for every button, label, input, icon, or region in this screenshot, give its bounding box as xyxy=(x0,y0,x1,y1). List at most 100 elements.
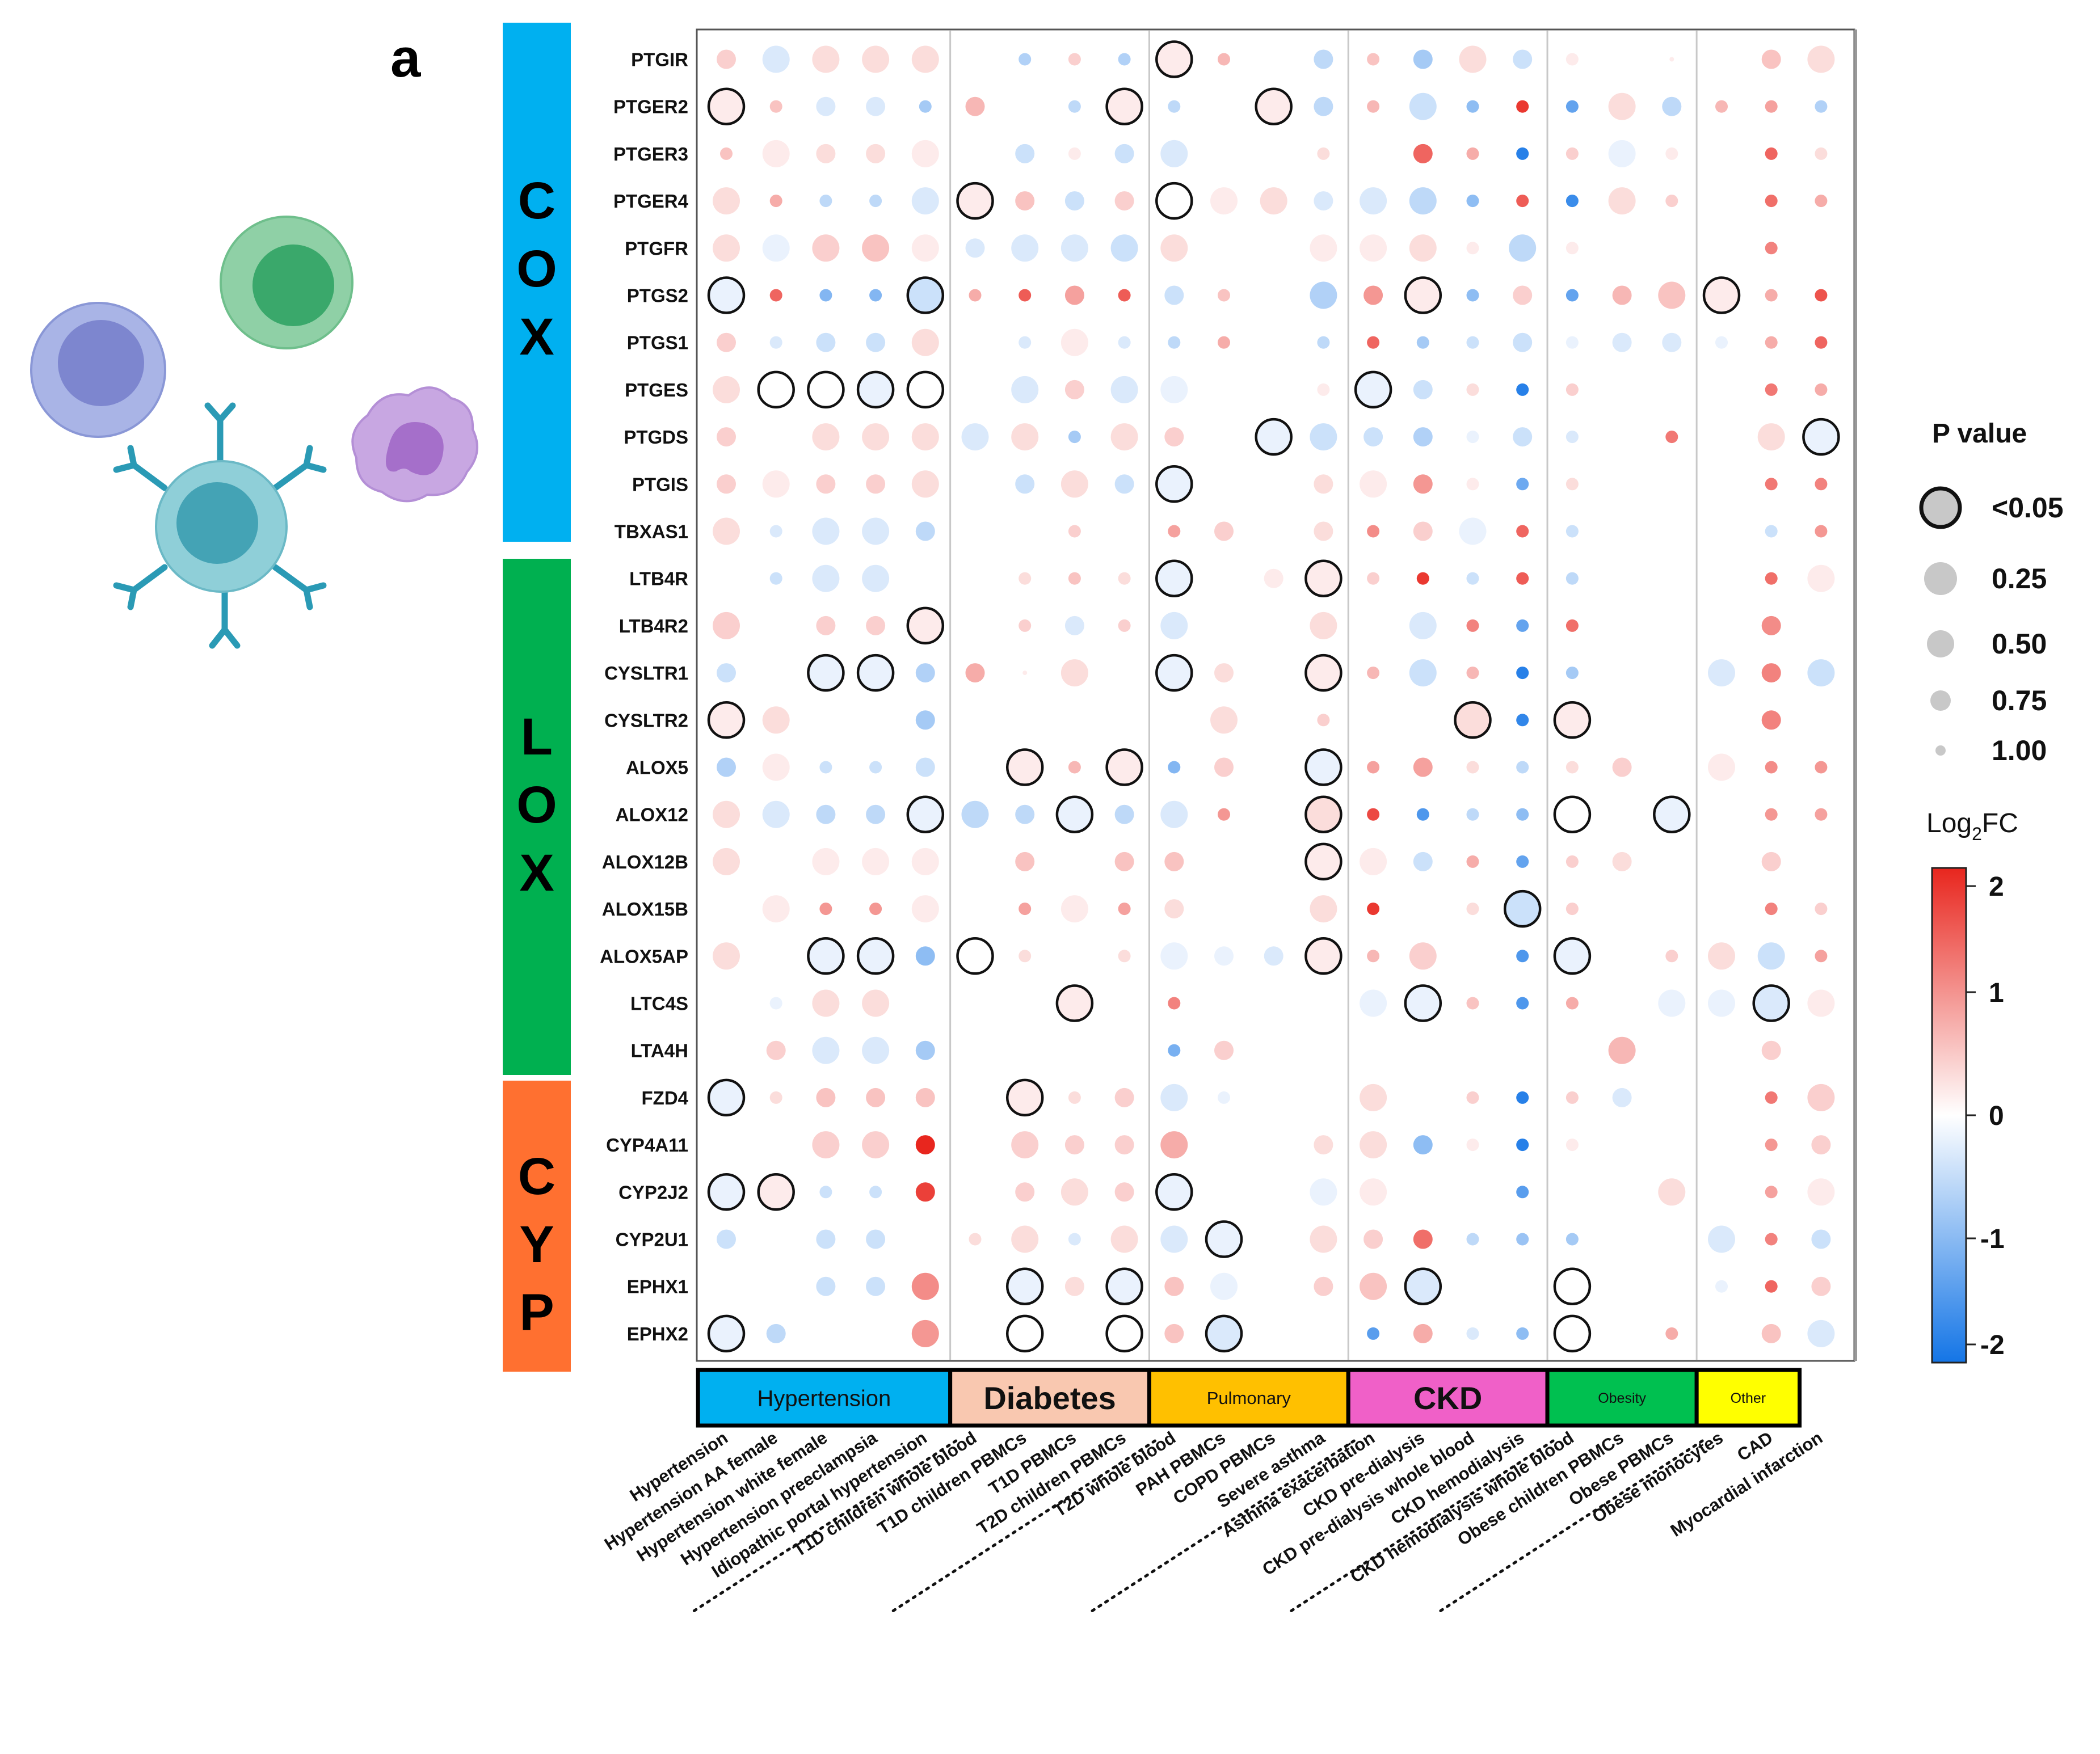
bubble xyxy=(762,800,790,828)
bubble-grid xyxy=(707,40,1840,1353)
bubble xyxy=(1160,1225,1188,1253)
bubble xyxy=(1702,276,1741,314)
bubble xyxy=(1155,465,1193,503)
bubble xyxy=(1619,1001,1625,1006)
bubble xyxy=(1360,848,1387,875)
disease-group-boxes: Hypertension Diabetes Pulmonary CKD Obesity O… xyxy=(696,1368,1802,1428)
bubble xyxy=(866,332,886,352)
bubble xyxy=(1367,950,1380,963)
bubble xyxy=(1719,1095,1724,1100)
bubble xyxy=(1022,671,1028,676)
bubble xyxy=(1310,1178,1337,1206)
bubble xyxy=(866,1229,886,1249)
bubble xyxy=(1516,383,1529,396)
row-label-ptges: PTGES xyxy=(625,380,688,400)
bubble xyxy=(1819,1048,1824,1053)
group-divider-dotted xyxy=(1434,1439,1704,1616)
bubble xyxy=(1811,1135,1831,1155)
bubble xyxy=(713,942,740,970)
family-letter: C xyxy=(518,1148,555,1205)
bubble xyxy=(1802,418,1840,456)
pvalue-legend-label: <0.05 xyxy=(1992,492,2064,524)
family-letter: Y xyxy=(519,1216,554,1274)
bubble xyxy=(1310,423,1337,451)
pvalue-legend-label: 0.25 xyxy=(1992,563,2047,594)
colorbar-tick-label: 1 xyxy=(1989,978,2004,1008)
bubble xyxy=(1719,859,1724,864)
bubble xyxy=(1815,195,1828,208)
bubble xyxy=(717,1229,736,1249)
bubble xyxy=(1565,383,1579,396)
bubble xyxy=(1459,517,1487,545)
bubble xyxy=(961,423,989,451)
bubble xyxy=(1019,572,1032,585)
bubble xyxy=(1122,529,1127,534)
family-letter: L xyxy=(521,708,553,766)
bubble xyxy=(923,1001,928,1006)
row-label-cysltr1: CYSLTR1 xyxy=(604,663,688,684)
bubble xyxy=(1371,151,1376,156)
bubble xyxy=(1416,808,1429,821)
bubble xyxy=(769,1091,782,1104)
bubble xyxy=(973,1142,978,1148)
bubble xyxy=(1719,482,1724,487)
bubble xyxy=(757,370,795,409)
bubble xyxy=(973,765,978,770)
bubble xyxy=(717,427,736,447)
bubble xyxy=(724,1048,729,1053)
bubble xyxy=(1271,57,1276,62)
bubble xyxy=(812,564,840,592)
bubble xyxy=(1015,804,1035,824)
row-label-alox12: ALOX12 xyxy=(616,804,688,825)
bubble xyxy=(1304,653,1343,692)
bubble xyxy=(1619,482,1625,487)
bubble xyxy=(773,671,778,676)
family-letter: C xyxy=(518,172,555,230)
bubble xyxy=(1019,950,1032,963)
bubble xyxy=(1815,478,1828,491)
bubble xyxy=(1271,1001,1276,1006)
bubble xyxy=(862,423,890,451)
bubble xyxy=(1155,182,1193,220)
bubble xyxy=(1807,1083,1835,1111)
bubble xyxy=(773,1142,778,1148)
bubble xyxy=(1516,525,1529,538)
bubble xyxy=(1669,623,1674,628)
bubble xyxy=(1416,336,1429,349)
bubble xyxy=(707,1173,746,1211)
bubble xyxy=(1310,1083,1337,1111)
bubble xyxy=(1669,765,1674,770)
bubble xyxy=(1470,1284,1475,1289)
bubble xyxy=(1064,285,1084,305)
bubble xyxy=(1619,529,1625,534)
bubble xyxy=(1719,387,1724,392)
row-label-fzd4: FZD4 xyxy=(642,1087,689,1108)
bubble xyxy=(866,474,886,494)
bubble xyxy=(1210,187,1238,215)
bubble xyxy=(1304,795,1343,833)
bubble xyxy=(1516,100,1529,113)
bubble xyxy=(1516,667,1529,680)
log2fc-colorbar: Log2FC 2 1 0 -1 -2 xyxy=(1926,808,2018,1364)
bubble xyxy=(1064,380,1084,399)
bubble xyxy=(1072,1048,1077,1053)
bubble xyxy=(1513,49,1533,69)
bubble xyxy=(1155,559,1193,597)
bubble xyxy=(1310,612,1337,639)
bubble xyxy=(919,100,932,113)
bubble xyxy=(1719,906,1724,912)
bubble xyxy=(1466,997,1479,1010)
bubble xyxy=(1019,619,1032,632)
bubble xyxy=(1715,1280,1728,1293)
bubble xyxy=(1015,191,1035,211)
bubble xyxy=(1466,855,1479,868)
bubble xyxy=(1317,336,1330,349)
bubble xyxy=(1064,1135,1084,1155)
bubble xyxy=(973,1284,978,1289)
bubble xyxy=(1608,187,1636,215)
bubble xyxy=(713,517,740,545)
bubble xyxy=(1757,423,1785,451)
bubble xyxy=(1466,667,1479,680)
bubble xyxy=(1068,1091,1081,1104)
